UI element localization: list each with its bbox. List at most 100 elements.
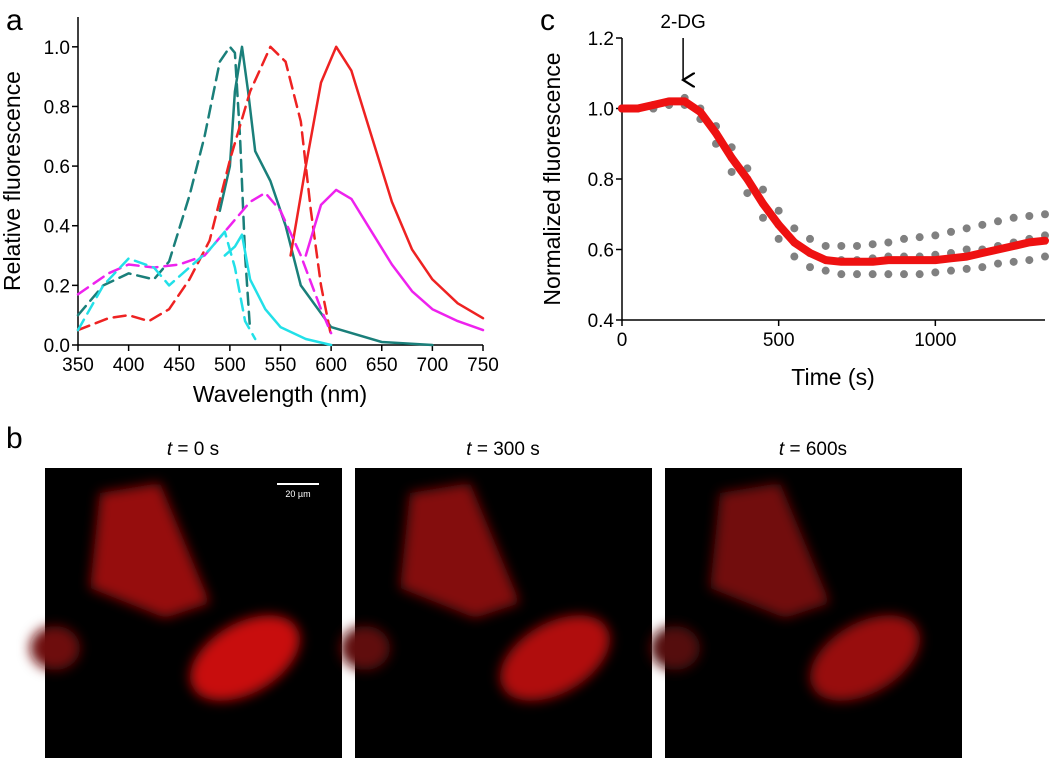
x-tick-label: 400: [113, 355, 145, 376]
data-point: [962, 224, 971, 233]
data-line: [76, 191, 333, 335]
data-point: [821, 241, 830, 250]
x-tick-label: 750: [467, 355, 499, 376]
data-point: [774, 206, 783, 215]
x-tick-label: 350: [62, 355, 94, 376]
cell: [500, 615, 610, 701]
micrograph: [45, 468, 342, 758]
x-tick-label: 0: [617, 330, 628, 351]
data-point: [837, 241, 846, 250]
image-caption: t = 300 s: [466, 439, 539, 460]
y-axis-label: Normalized fluorescence: [539, 52, 565, 305]
x-tick-label: 650: [366, 355, 398, 376]
x-axis-label: Time (s): [791, 364, 874, 390]
data-point: [978, 220, 987, 229]
data-point: [900, 234, 908, 243]
data-point: [853, 270, 861, 279]
image-caption: t = 0 s: [167, 439, 219, 460]
y-tick-label: 1.2: [588, 29, 614, 50]
data-point: [759, 213, 767, 222]
data-point: [1041, 252, 1049, 261]
cell: [30, 626, 80, 670]
data-point: [994, 259, 1002, 268]
caption-text: = 0 s: [172, 439, 219, 460]
cell: [400, 483, 520, 618]
micrograph: [665, 468, 962, 758]
data-line: [76, 45, 252, 332]
cell: [340, 626, 390, 670]
x-tick-label: 550: [265, 355, 297, 376]
caption-variable: t: [779, 439, 785, 460]
x-tick-label: 1000: [914, 330, 956, 351]
data-line: [76, 45, 333, 338]
caption-text: = 300 s: [472, 439, 540, 460]
data-point: [884, 270, 893, 279]
data-line: [289, 45, 485, 320]
y-tick-label: 0.0: [44, 336, 70, 357]
y-tick-label: 0.6: [44, 157, 70, 178]
data-point: [931, 231, 940, 240]
x-tick-label: 600: [315, 355, 347, 376]
data-point: [774, 234, 783, 243]
data-point: [727, 167, 736, 176]
data-point: [931, 268, 940, 277]
data-point: [1009, 213, 1018, 222]
y-tick-label: 0.2: [44, 276, 70, 297]
data-point: [1025, 212, 1034, 221]
cell: [650, 626, 700, 670]
x-tick-label: 500: [214, 355, 246, 376]
data-point: [868, 240, 877, 249]
data-line: [304, 188, 485, 332]
data-line: [76, 230, 257, 341]
y-axis-label: Relative fluorescence: [0, 71, 25, 291]
data-line: [223, 233, 333, 347]
data-point: [947, 266, 955, 275]
data-point: [978, 263, 987, 272]
panel-label: a: [6, 4, 23, 37]
data-point: [915, 270, 924, 279]
micrograph: [355, 468, 652, 758]
x-tick-label: 500: [763, 330, 795, 351]
data-point: [790, 224, 799, 233]
x-tick-label: 450: [163, 355, 195, 376]
data-point: [1009, 257, 1018, 266]
data-point: [994, 217, 1002, 226]
cell: [190, 615, 300, 701]
panel-label: b: [6, 422, 23, 455]
y-tick-label: 0.8: [588, 170, 614, 191]
panel-label: c: [540, 4, 555, 37]
cell: [90, 483, 210, 618]
data-point: [884, 238, 893, 247]
data-point: [947, 227, 955, 236]
x-tick-label: 700: [417, 355, 449, 376]
caption-variable: t: [167, 439, 173, 460]
data-point: [1025, 256, 1034, 265]
data-point: [837, 270, 846, 279]
data-point: [806, 234, 814, 243]
data-point: [962, 264, 971, 273]
image-caption: t = 600s: [779, 439, 847, 460]
y-tick-label: 0.4: [588, 311, 615, 332]
cell: [810, 615, 920, 701]
data-point: [790, 252, 799, 261]
data-point: [743, 189, 752, 198]
caption-variable: t: [466, 439, 472, 460]
data-point: [900, 270, 908, 279]
data-line: [618, 97, 1049, 266]
data-point: [806, 263, 814, 272]
y-tick-label: 0.4: [44, 217, 71, 238]
y-tick-label: 1.0: [588, 100, 614, 121]
data-point: [853, 241, 861, 250]
data-line: [218, 45, 434, 347]
data-point: [868, 270, 877, 279]
y-tick-label: 1.0: [44, 38, 70, 59]
x-axis-label: Wavelength (nm): [193, 381, 367, 407]
annotation: 2-DG: [660, 12, 705, 33]
data-point: [759, 185, 767, 194]
y-tick-label: 0.8: [44, 97, 70, 118]
scale-bar-label: 20 µm: [285, 489, 310, 499]
cell: [710, 483, 830, 618]
data-point: [821, 266, 830, 275]
data-point: [962, 245, 971, 254]
